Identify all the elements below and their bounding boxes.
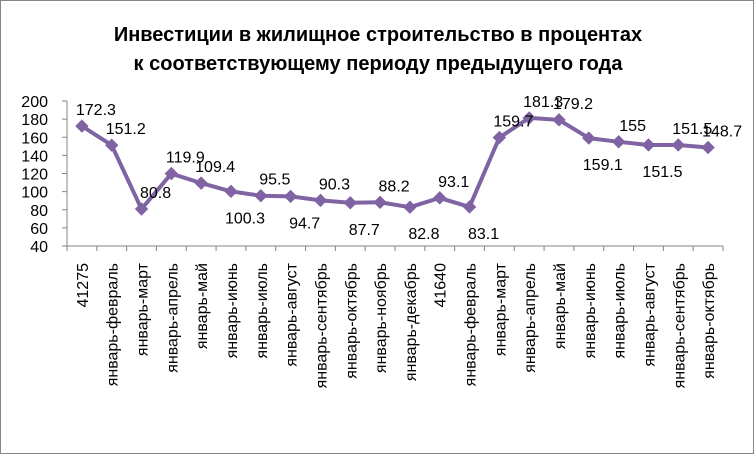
data-point-marker	[582, 131, 596, 145]
y-tick-label: 140	[21, 148, 48, 165]
data-point-marker	[671, 138, 685, 152]
chart-title-line-1: Инвестиции в жилищное строительство в пр…	[114, 24, 642, 46]
data-point-marker	[105, 138, 119, 152]
x-tick-label: январь-апрель	[164, 263, 181, 373]
data-label: 179.2	[553, 96, 593, 113]
y-tick-label: 40	[30, 239, 48, 256]
x-tick-label: январь-сентябрь	[313, 263, 330, 388]
y-tick-label: 80	[30, 203, 48, 220]
data-label: 172.3	[76, 102, 116, 119]
data-label: 155	[619, 118, 646, 135]
data-point-marker	[254, 188, 268, 203]
data-label: 148.7	[702, 123, 742, 140]
x-tick-label: январь-август	[641, 262, 658, 366]
series-group	[75, 111, 715, 216]
data-label: 159.1	[583, 157, 623, 174]
data-point-marker	[75, 119, 89, 133]
data-label: 159.7	[493, 114, 533, 131]
x-tick-label: январь-сентябрь	[671, 263, 688, 388]
x-axis: 41275 январь-февраль январь-март январь-апр…	[66, 245, 724, 388]
x-tick-label: январь-июнь	[582, 263, 599, 358]
y-tick-label: 180	[21, 112, 48, 129]
data-point-marker	[283, 189, 298, 204]
data-label: 109.4	[195, 159, 235, 176]
x-tick-label: январь-февраль	[105, 263, 122, 386]
x-tick-label: январь-май	[194, 263, 211, 349]
x-tick-label: январь-февраль	[463, 263, 480, 386]
x-tick-label: январь-апрель	[522, 263, 539, 373]
data-point-marker	[552, 113, 566, 127]
data-point-marker	[224, 184, 238, 199]
data-point-marker	[373, 195, 387, 210]
x-tick-label: январь-октябрь	[343, 263, 360, 379]
x-tick-label: январь-март	[135, 262, 152, 356]
data-label: 151.2	[106, 121, 146, 138]
data-point-marker	[701, 140, 715, 155]
x-tick-label: январь-ноябрь	[373, 263, 390, 373]
y-tick-label: 120	[21, 167, 48, 184]
data-label: 100.3	[225, 210, 265, 227]
data-label: 119.9	[166, 150, 205, 167]
data-label: 93.1	[438, 174, 469, 191]
x-tick-label: январь-май	[552, 263, 569, 349]
y-tick-label: 200	[21, 94, 48, 111]
y-tick-label: 100	[21, 185, 48, 202]
x-tick-label: январь-июнь	[224, 263, 241, 358]
data-point-marker	[134, 202, 149, 216]
x-tick-label: январь-декабрь	[403, 263, 420, 381]
x-tick-label: 41275	[75, 263, 92, 308]
data-point-marker	[194, 176, 208, 190]
data-point-marker	[492, 130, 507, 145]
x-tick-label: 41640	[433, 263, 450, 308]
data-point-marker	[343, 196, 357, 210]
chart-title-line-2: к соответствующему периоду предыдущего г…	[134, 53, 624, 75]
data-label: 95.5	[259, 172, 290, 189]
data-point-marker	[164, 166, 179, 181]
data-label: 82.8	[408, 226, 439, 243]
data-label: 90.3	[319, 176, 350, 193]
x-tick-label: январь-март	[492, 262, 509, 356]
series-line	[80, 115, 709, 211]
data-label: 151.5	[672, 121, 712, 138]
data-label: 88.2	[379, 178, 410, 195]
data-label: 83.1	[468, 226, 499, 243]
x-tick-label: январь-июль	[612, 263, 629, 359]
data-label: 87.7	[349, 222, 380, 239]
y-tick-label: 160	[21, 130, 48, 147]
data-label: 181.3	[523, 94, 563, 111]
data-point-marker	[313, 193, 328, 208]
data-label: 80.8	[140, 185, 171, 202]
y-tick-label: 60	[30, 221, 48, 238]
x-tick-label: январь-октябрь	[701, 263, 718, 379]
data-point-marker	[641, 138, 656, 152]
x-tick-label: январь-август	[284, 262, 301, 366]
data-point-marker	[611, 135, 626, 149]
data-point-marker	[462, 200, 477, 214]
data-point-marker	[403, 200, 417, 214]
data-point-marker	[522, 111, 536, 125]
x-tick-label: январь-июль	[254, 263, 271, 359]
data-label: 94.7	[289, 215, 320, 232]
data-label: 151.5	[642, 164, 682, 181]
data-point-marker	[433, 191, 447, 205]
